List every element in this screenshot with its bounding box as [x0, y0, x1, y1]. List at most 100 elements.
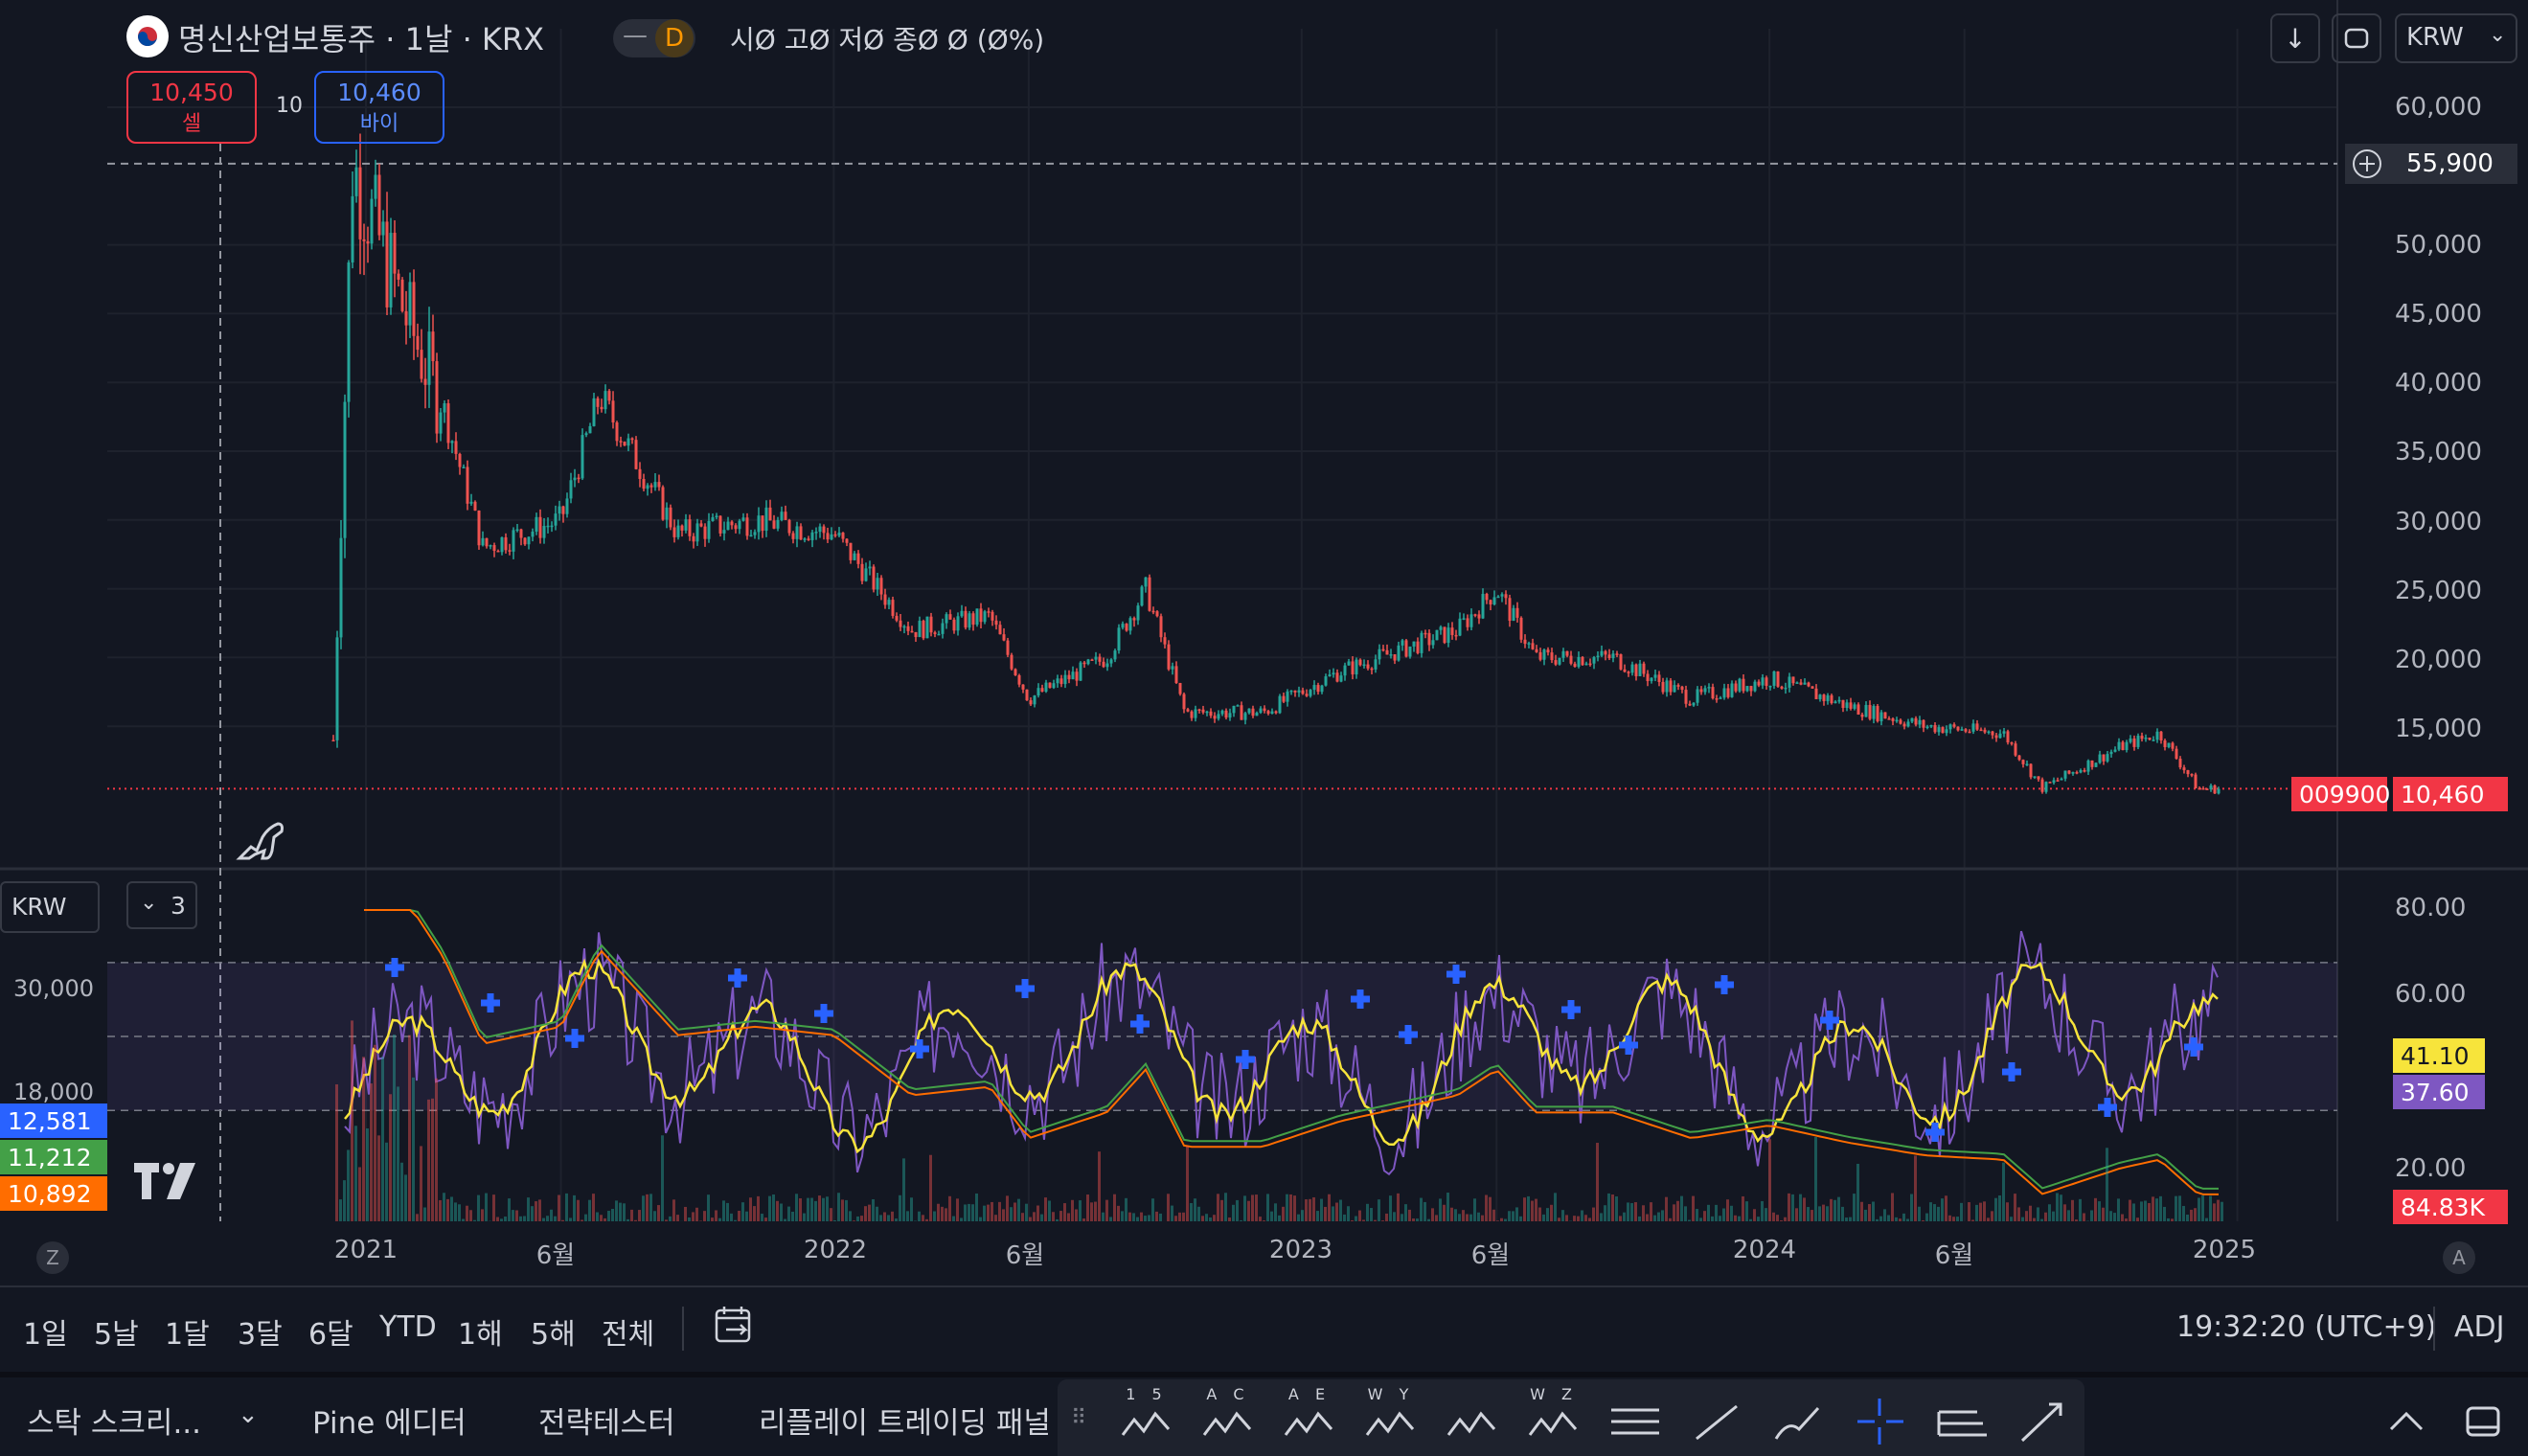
volume-bar — [1646, 1214, 1649, 1221]
candle — [1036, 683, 1040, 698]
trend-line-icon[interactable] — [1687, 1391, 1746, 1450]
tab-replay-trading[interactable]: 리플레이 트레이딩 패널 — [759, 1406, 1051, 1441]
lower-currency-button[interactable]: KRW — [0, 881, 100, 933]
volume-bar — [2213, 1203, 2216, 1221]
timeframe-5y[interactable]: 5해 — [531, 1318, 576, 1352]
candle — [1856, 702, 1860, 716]
divider — [2433, 1307, 2435, 1351]
candle — [1623, 664, 1627, 673]
candle — [1611, 649, 1615, 663]
sell-button[interactable]: 10,450 셀 — [126, 71, 257, 144]
volume-bar — [784, 1218, 786, 1221]
candle — [408, 272, 412, 338]
volume-bar — [1228, 1217, 1231, 1221]
candle — [1274, 710, 1278, 715]
dinosaur-icon[interactable] — [234, 808, 291, 866]
wxy-pattern-icon[interactable]: W Y — [1361, 1385, 1421, 1450]
candle — [1811, 686, 1814, 690]
download-button[interactable]: ↓ — [2270, 13, 2320, 63]
volume-bar — [1994, 1197, 1997, 1221]
tab-strategy-tester[interactable]: 전략테스터 — [538, 1406, 675, 1441]
arrow-icon[interactable] — [2013, 1391, 2072, 1450]
chevron-up-icon[interactable] — [2385, 1400, 2427, 1443]
chevron-down-icon[interactable]: ⌄ — [238, 1400, 259, 1429]
refresh-button[interactable] — [2332, 13, 2381, 63]
candle — [895, 612, 899, 623]
candle — [757, 507, 761, 540]
tab-stock-screener[interactable]: 스탁 스크리... — [27, 1406, 202, 1441]
trend-pattern-icon[interactable] — [1443, 1391, 1502, 1450]
candle — [661, 485, 665, 521]
add-plus-icon[interactable] — [2351, 148, 2383, 180]
adj-toggle[interactable]: ADJ — [2454, 1310, 2505, 1344]
volume-bar — [1676, 1200, 1679, 1221]
symbol-title[interactable]: 명신산업보통주 · 1날 · KRX — [178, 21, 545, 57]
timeframe-6m[interactable]: 6달 — [308, 1318, 353, 1352]
candle — [1335, 669, 1339, 683]
volume-bar — [1335, 1202, 1338, 1221]
candle — [1565, 650, 1569, 658]
wxyxz-pattern-icon[interactable]: W Z — [1524, 1385, 1583, 1450]
volume-bar — [1052, 1212, 1055, 1221]
candle — [596, 396, 600, 415]
crosshair-icon[interactable] — [1850, 1391, 1909, 1450]
volume-bar — [718, 1217, 721, 1221]
volume-bar — [665, 1219, 668, 1221]
tab-pine-editor[interactable]: Pine 에디터 — [312, 1406, 467, 1441]
candle — [1075, 668, 1079, 687]
timeframe-ytd[interactable]: YTD — [379, 1310, 437, 1344]
volume-bar — [856, 1216, 859, 1221]
volume-bar — [1378, 1199, 1380, 1221]
volume-bar — [642, 1195, 645, 1221]
candle — [845, 537, 849, 547]
candle — [1033, 694, 1036, 708]
candle — [2125, 739, 2129, 753]
volume-bar — [512, 1210, 514, 1221]
buy-button[interactable]: 10,460 바이 — [314, 71, 444, 144]
timeframe-1d[interactable]: 1일 — [23, 1318, 68, 1352]
candle — [1761, 673, 1765, 690]
volume-bar — [1412, 1218, 1415, 1221]
data-status-badge[interactable]: — D — [613, 19, 695, 57]
abcde-pattern-icon[interactable]: A E — [1280, 1385, 1339, 1450]
tradingview-logo-icon[interactable] — [132, 1159, 201, 1201]
xabcd-pattern-icon[interactable]: 1 5 — [1117, 1385, 1176, 1450]
maximize-panel-icon[interactable] — [2462, 1400, 2504, 1443]
buy-label: 바이 — [359, 112, 399, 136]
volume-bar — [1581, 1210, 1583, 1221]
crosshair-price-label[interactable]: 55,900 — [2345, 144, 2517, 184]
candle — [1895, 717, 1899, 723]
timeframe-all[interactable]: 전체 — [602, 1318, 655, 1352]
horizontal-lines-icon[interactable] — [1606, 1391, 1665, 1450]
timeframe-1m[interactable]: 1달 — [165, 1318, 210, 1352]
signal-marker — [2098, 1098, 2117, 1117]
volume-bar — [983, 1205, 986, 1221]
volume-bar — [826, 1196, 829, 1221]
candle — [2071, 771, 2075, 776]
pitchfork-icon[interactable] — [1931, 1391, 1991, 1450]
volume-bar — [695, 1207, 698, 1221]
clock[interactable]: 19:32:20 (UTC+9) — [2176, 1310, 2437, 1344]
candle — [2152, 736, 2155, 741]
indicator-collapse-button[interactable]: ⌄ 3 — [126, 881, 197, 929]
time-axis-left-button[interactable]: Z — [36, 1241, 69, 1274]
candle — [519, 528, 523, 546]
timeframe-3m[interactable]: 3달 — [238, 1318, 283, 1352]
timeframe-1y[interactable]: 1해 — [458, 1318, 503, 1352]
volume-bar — [764, 1217, 767, 1221]
volume-bar — [454, 1202, 457, 1221]
volume-bar — [1347, 1206, 1350, 1221]
candle — [634, 436, 638, 470]
timeframe-5d[interactable]: 5날 — [94, 1318, 139, 1352]
brush-icon[interactable] — [1768, 1391, 1828, 1450]
date-range-icon[interactable] — [711, 1303, 757, 1349]
candle — [1151, 606, 1155, 615]
volume-bar — [573, 1194, 576, 1221]
drag-handle-icon[interactable]: ⠿ — [1071, 1406, 1087, 1430]
volume-bar — [711, 1217, 714, 1221]
abc-pattern-icon[interactable]: A C — [1198, 1385, 1258, 1450]
currency-select[interactable]: KRW ⌄ — [2395, 13, 2517, 63]
volume-bar — [1301, 1210, 1304, 1221]
time-axis-right-button[interactable]: A — [2443, 1241, 2475, 1274]
